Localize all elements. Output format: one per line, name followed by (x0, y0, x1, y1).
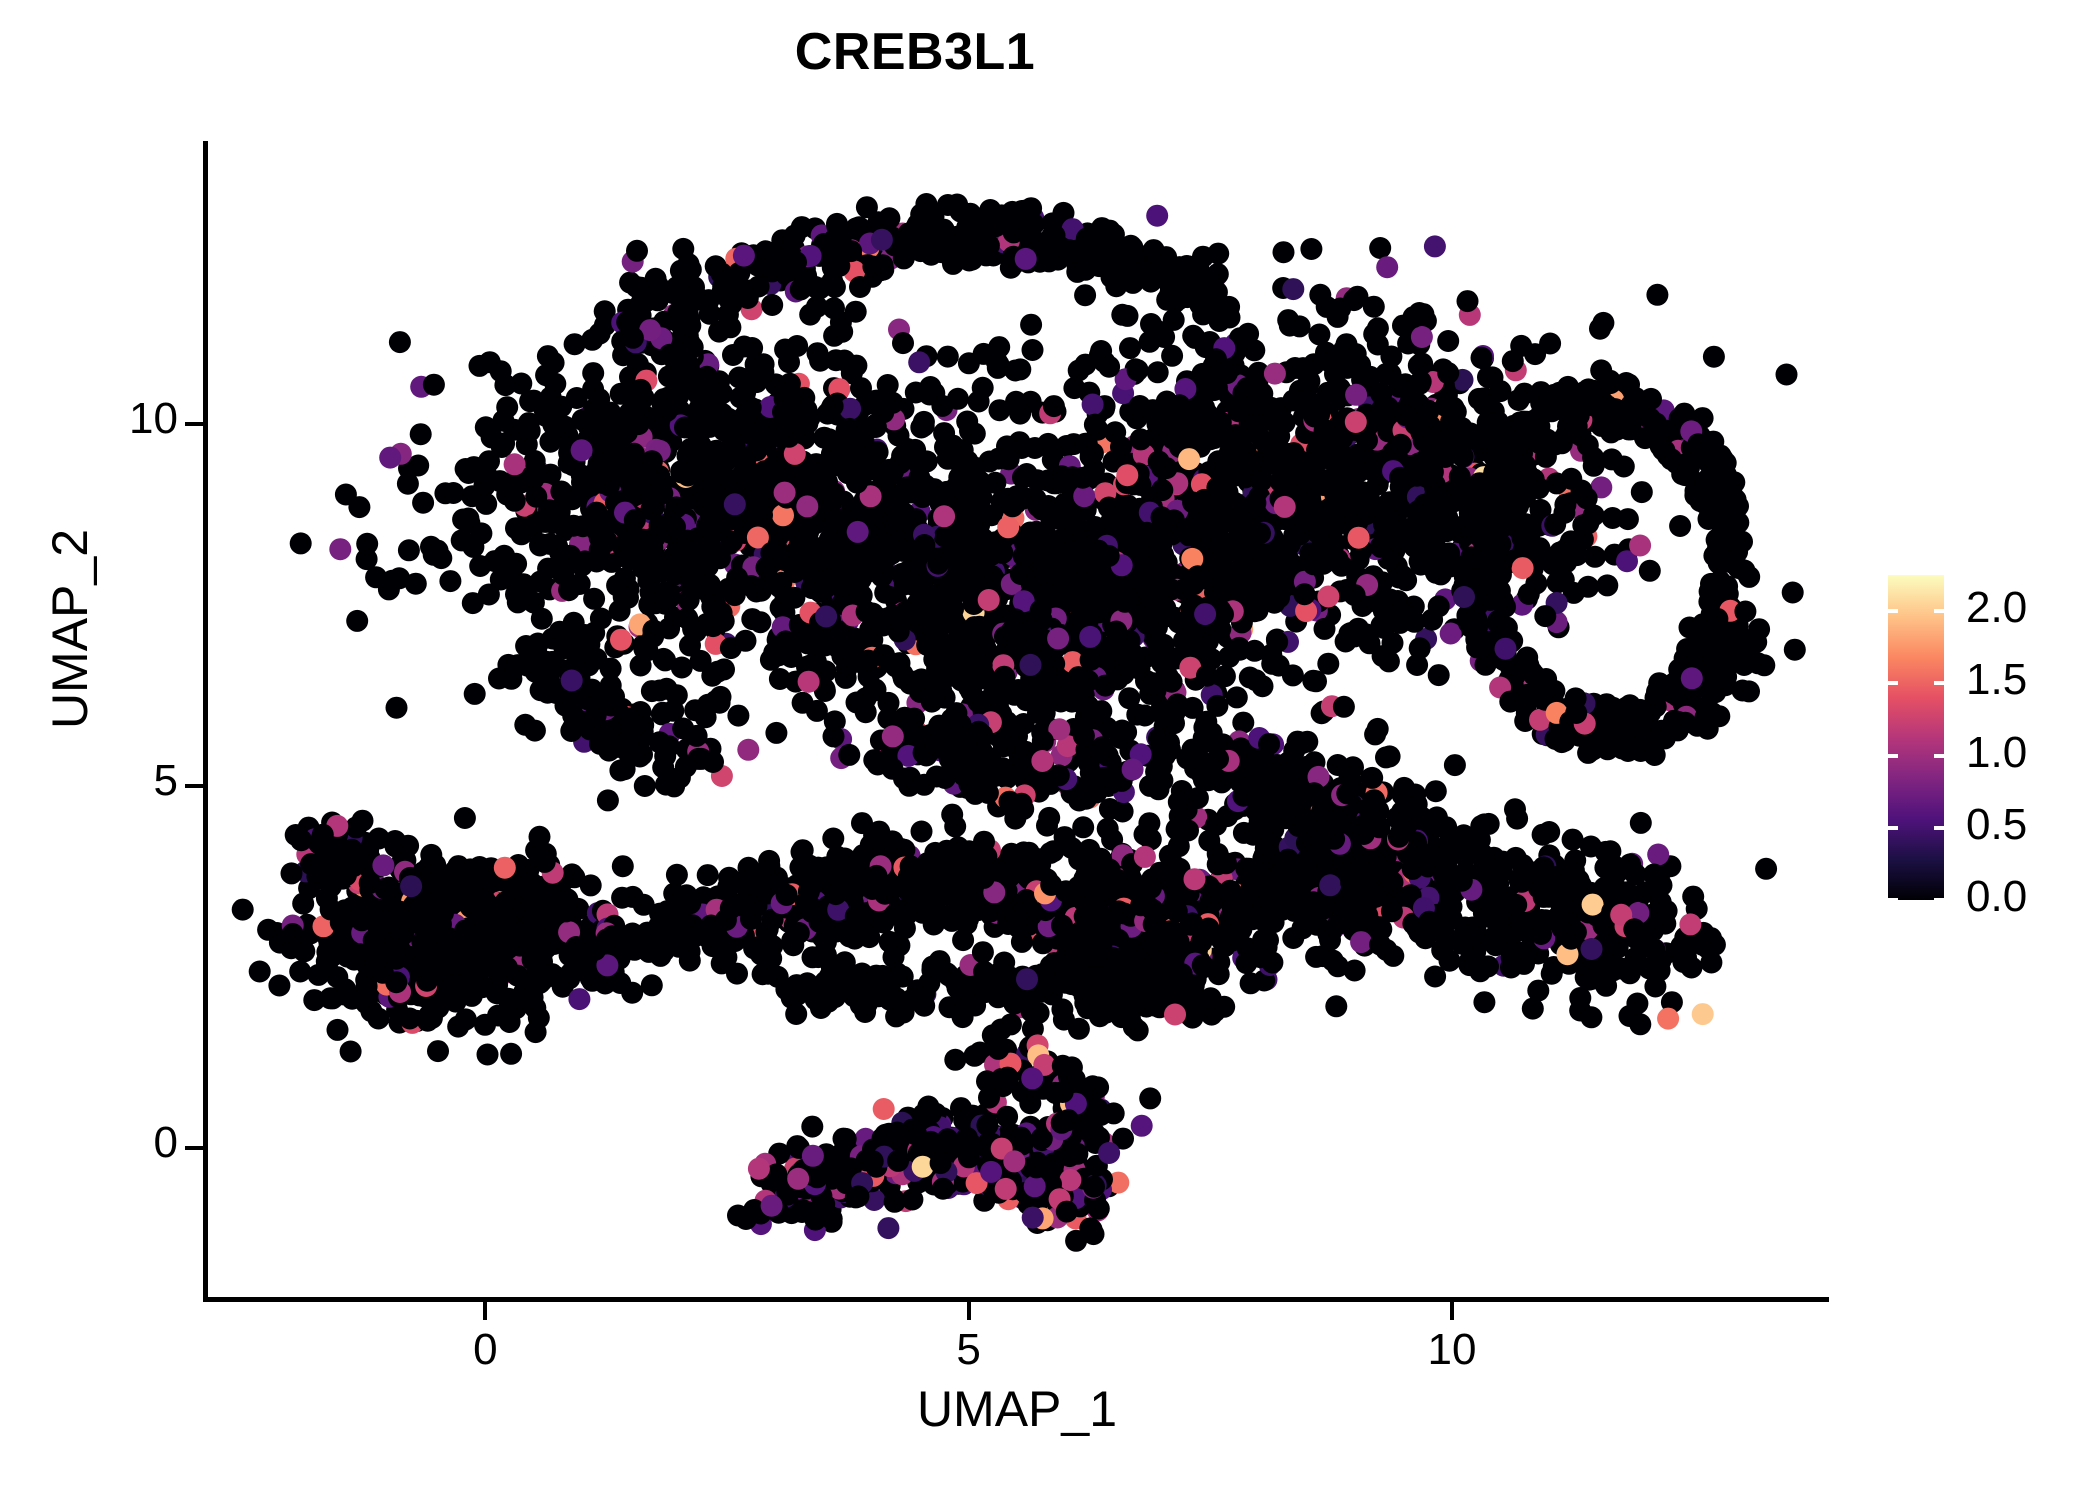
plot-panel (205, 141, 1829, 1300)
page-title: CREB3L1 (794, 23, 1036, 81)
x-tick-mark (483, 1302, 488, 1320)
y-axis-title: UMAP_2 (42, 528, 98, 730)
x-tick-label: 5 (956, 1325, 981, 1374)
colorbar-tick (1888, 898, 1898, 902)
y-tick-label: 10 (129, 393, 178, 443)
colorbar-tick (1888, 753, 1898, 758)
x-tick-label: 0 (473, 1325, 498, 1374)
colorbar-tick (1934, 609, 1944, 614)
colorbar-tick-label: 0.0 (1966, 872, 2028, 921)
x-tick-mark (1450, 1302, 1454, 1320)
colorbar-tick (1888, 825, 1898, 830)
x-axis-line (203, 1297, 1829, 1302)
x-axis-title: UMAP_1 (916, 1381, 1118, 1437)
colorbar-tick (1934, 825, 1944, 830)
colorbar-tick (1888, 681, 1898, 686)
x-tick-label: 10 (1427, 1325, 1477, 1374)
colorbar-tick (1934, 753, 1944, 758)
y-tick-label: 5 (153, 755, 178, 805)
scatter-points-layer (231, 193, 1806, 1252)
colorbar-tick-label: 1.5 (1966, 655, 2028, 705)
colorbar-gradient (1888, 575, 1944, 900)
y-axis-line (203, 141, 208, 1302)
y-tick-mark (185, 421, 203, 426)
colorbar-legend: 0.0 0.5 1.0 1.5 2.0 (1888, 575, 2078, 921)
colorbar-tick (1934, 898, 1944, 902)
y-tick-label: 0 (153, 1117, 178, 1167)
y-tick-mark (185, 1145, 203, 1150)
colorbar-tick-label: 0.5 (1966, 799, 2028, 849)
x-tick-mark (966, 1302, 971, 1320)
colorbar-tick (1934, 681, 1944, 686)
y-tick-mark (185, 783, 203, 788)
colorbar-tick-label: 2.0 (1966, 583, 2028, 633)
colorbar-tick (1888, 609, 1898, 614)
colorbar-tick-label: 1.0 (1966, 727, 2028, 777)
